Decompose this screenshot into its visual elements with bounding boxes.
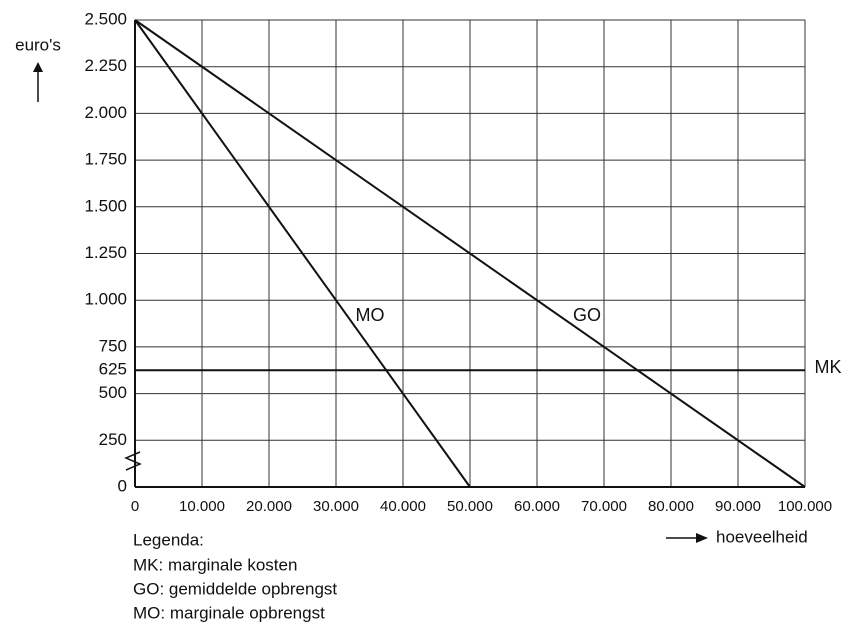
y-tick-label: 250 [99,430,127,449]
x-tick-label: 80.000 [648,498,694,515]
legend-item: MK: marginale kosten [133,555,297,574]
x-tick-label: 40.000 [380,498,426,515]
y-axis-arrowhead [33,62,43,72]
series-line [134,19,471,488]
series-line [134,19,806,488]
x-tick-label: 30.000 [313,498,359,515]
x-tick-label: 50.000 [447,498,493,515]
x-tick-label: 90.000 [715,498,761,515]
x-tick-label: 10.000 [179,498,225,515]
series-label: MK [815,357,842,377]
x-tick-label: 70.000 [581,498,627,515]
y-tick-label: 1.000 [84,290,127,309]
x-tick-label: 0 [131,498,139,515]
y-tick-label: 1.500 [84,196,127,215]
y-tick-label: 2.500 [84,9,127,28]
y-tick-label: 0 [118,476,127,495]
x-tick-label: 20.000 [246,498,292,515]
y-tick-label: 2.250 [84,56,127,75]
x-tick-label: 100.000 [778,498,832,515]
y-tick-label: 2.000 [84,103,127,122]
y-tick-label: 625 [99,360,127,379]
y-tick-label: 750 [99,336,127,355]
series-label: MO [356,305,385,325]
x-axis-label: hoeveelheid [716,527,808,546]
y-tick-label: 1.750 [84,150,127,169]
y-tick-label: 500 [99,383,127,402]
legend-title: Legenda: [133,530,204,549]
legend-item: MO: marginale opbrengst [133,603,325,622]
x-tick-label: 60.000 [514,498,560,515]
series-label: GO [573,305,601,325]
y-tick-label: 1.250 [84,243,127,262]
y-axis-label: euro's [15,35,61,54]
legend-item: GO: gemiddelde opbrengst [133,579,337,598]
axis-break [124,451,142,471]
x-axis-arrowhead [696,533,708,543]
